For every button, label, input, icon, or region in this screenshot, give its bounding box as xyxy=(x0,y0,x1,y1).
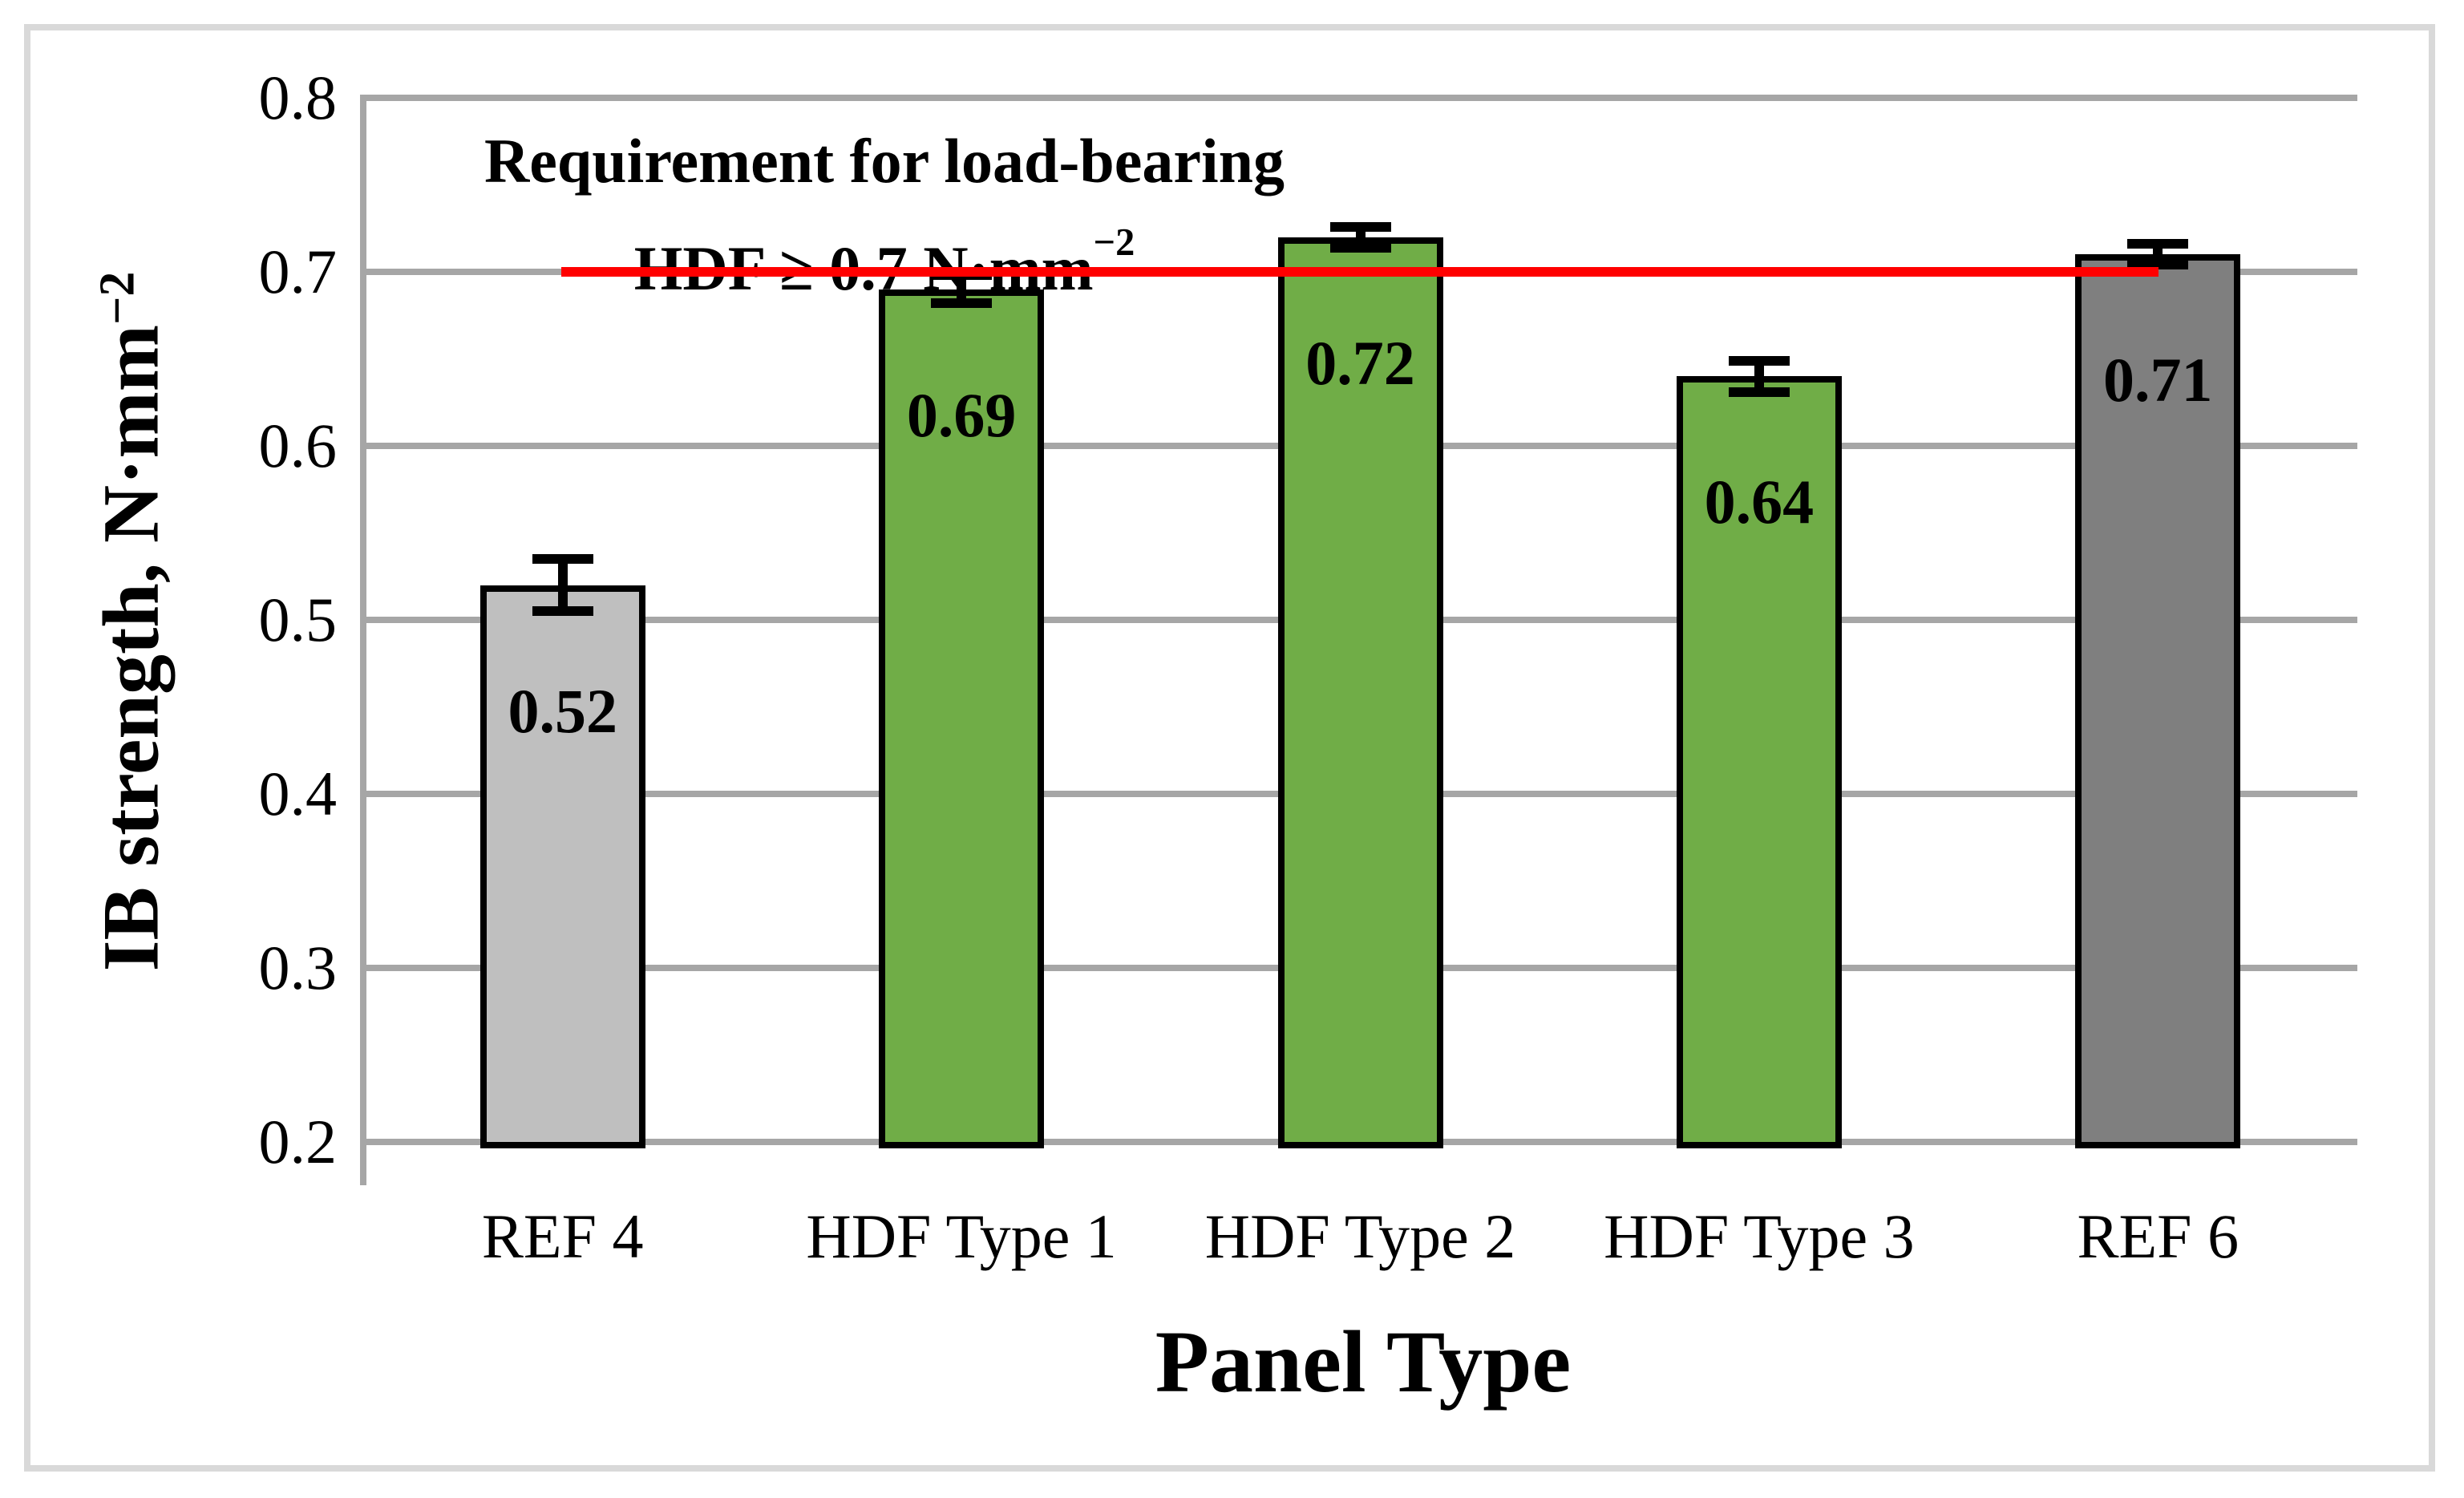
superscript-exponent: −2 xyxy=(1093,221,1135,264)
bar-ref-6 xyxy=(2075,254,2241,1148)
error-bar-line xyxy=(1754,360,1764,392)
x-category-label: HDF Type 2 xyxy=(1204,1201,1516,1271)
error-bar-top-cap xyxy=(1329,221,1391,232)
y-tick-label: 0.5 xyxy=(258,585,338,654)
error-bar-line xyxy=(957,275,967,304)
x-category-label: HDF Type 1 xyxy=(806,1201,1117,1271)
gridline xyxy=(363,95,2357,101)
error-bar-bottom-cap xyxy=(1329,242,1391,253)
error-bar-line xyxy=(2153,244,2163,265)
bar-hdf-type-3 xyxy=(1676,376,1842,1148)
threshold-annotation: Requirement for load-bearing HDF ≥ 0.7 N… xyxy=(363,120,1406,310)
y-tick-label: 0.8 xyxy=(258,63,338,132)
error-bar-line xyxy=(1355,226,1366,248)
y-tick-label: 0.3 xyxy=(258,933,338,1002)
x-axis-title: Panel Type xyxy=(1155,1313,1572,1411)
threshold-annotation-line1: Requirement for load-bearing xyxy=(483,126,1285,196)
bar-ref-4 xyxy=(479,585,645,1148)
x-category-label: REF 6 xyxy=(2077,1201,2239,1271)
bar-value-label: 0.64 xyxy=(1704,467,1815,537)
bar-hdf-type-2 xyxy=(1277,237,1443,1148)
y-axis-title: IB strength, N·mm−2 xyxy=(86,271,176,972)
error-bar-top-cap xyxy=(1728,355,1790,366)
error-bar-bottom-cap xyxy=(532,606,593,617)
error-bar-top-cap xyxy=(532,554,593,565)
figure-border xyxy=(24,24,2435,1472)
error-bar-top-cap xyxy=(2127,239,2189,249)
y-tick-label: 0.2 xyxy=(258,1107,338,1176)
x-category-label: HDF Type 3 xyxy=(1604,1201,1915,1271)
bar-value-label: 0.72 xyxy=(1305,327,1415,398)
threshold-annotation-line2: HDF ≥ 0.7 N·mm−2 xyxy=(633,221,1135,303)
y-axis-line xyxy=(360,95,366,1185)
y-tick-label: 0.6 xyxy=(258,411,338,480)
error-bar-bottom-cap xyxy=(1728,387,1790,397)
y-tick-label: 0.7 xyxy=(258,237,338,306)
bar-value-label: 0.69 xyxy=(906,379,1017,450)
error-bar-line xyxy=(557,559,568,612)
bar-value-label: 0.71 xyxy=(2103,345,2213,415)
y-tick-label: 0.4 xyxy=(258,759,338,828)
error-bar-bottom-cap xyxy=(931,298,993,309)
threshold-line xyxy=(561,267,2159,277)
bar-hdf-type-1 xyxy=(879,289,1045,1148)
superscript-exponent: −2 xyxy=(90,271,145,325)
bar-value-label: 0.52 xyxy=(508,675,617,746)
x-category-label: REF 4 xyxy=(481,1201,644,1271)
